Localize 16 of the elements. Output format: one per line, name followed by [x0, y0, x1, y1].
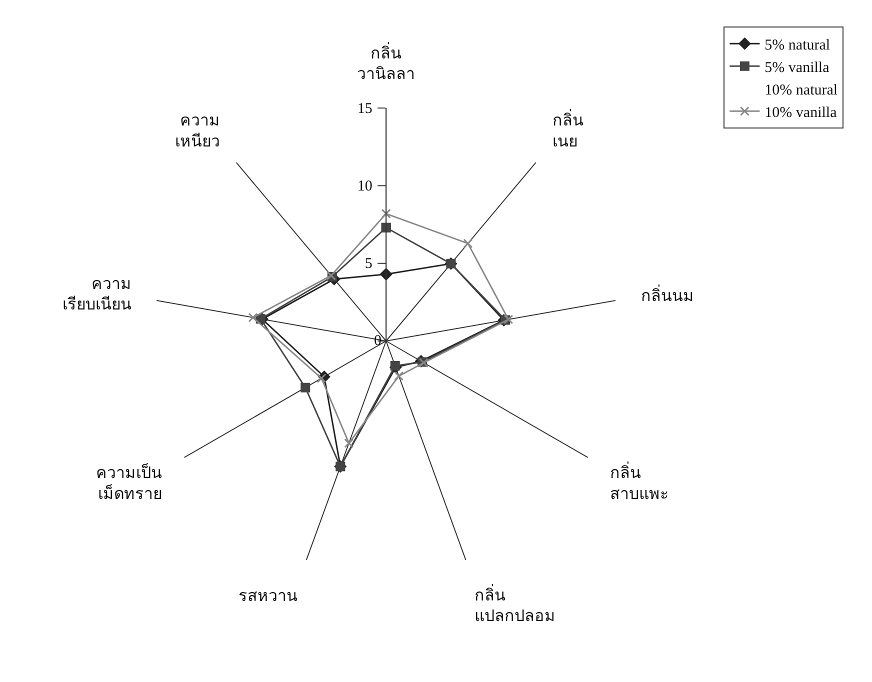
- series-label: 10% natural: [764, 82, 838, 99]
- spoke-label: ความเป็น เม็ดทราย: [96, 462, 162, 503]
- spoke-label: กลิ่น เนย: [552, 108, 584, 150]
- spoke-label: กลิ่น วานิลลา: [357, 41, 416, 84]
- spoke-label: ความ เรียบเนียน: [62, 276, 132, 314]
- spoke-label: กลิ่น แปลกปลอม: [474, 583, 556, 626]
- y-tick-label: 15: [357, 100, 372, 117]
- spoke-label: กลิ่นนม: [640, 284, 694, 306]
- legend-label: 10% vanilla: [764, 105, 838, 122]
- y-tick-label: 10: [357, 178, 372, 195]
- spoke-label: กลิ่น สาบแพะ: [610, 460, 670, 503]
- spoke-label: รสหวาน: [238, 588, 298, 606]
- legend-label: 5% natural: [764, 38, 830, 54]
- spoke-label: ความ เหนียว: [174, 112, 220, 150]
- y-tick-label: 5: [364, 256, 372, 272]
- legend-label: 5% vanilla: [764, 60, 830, 76]
